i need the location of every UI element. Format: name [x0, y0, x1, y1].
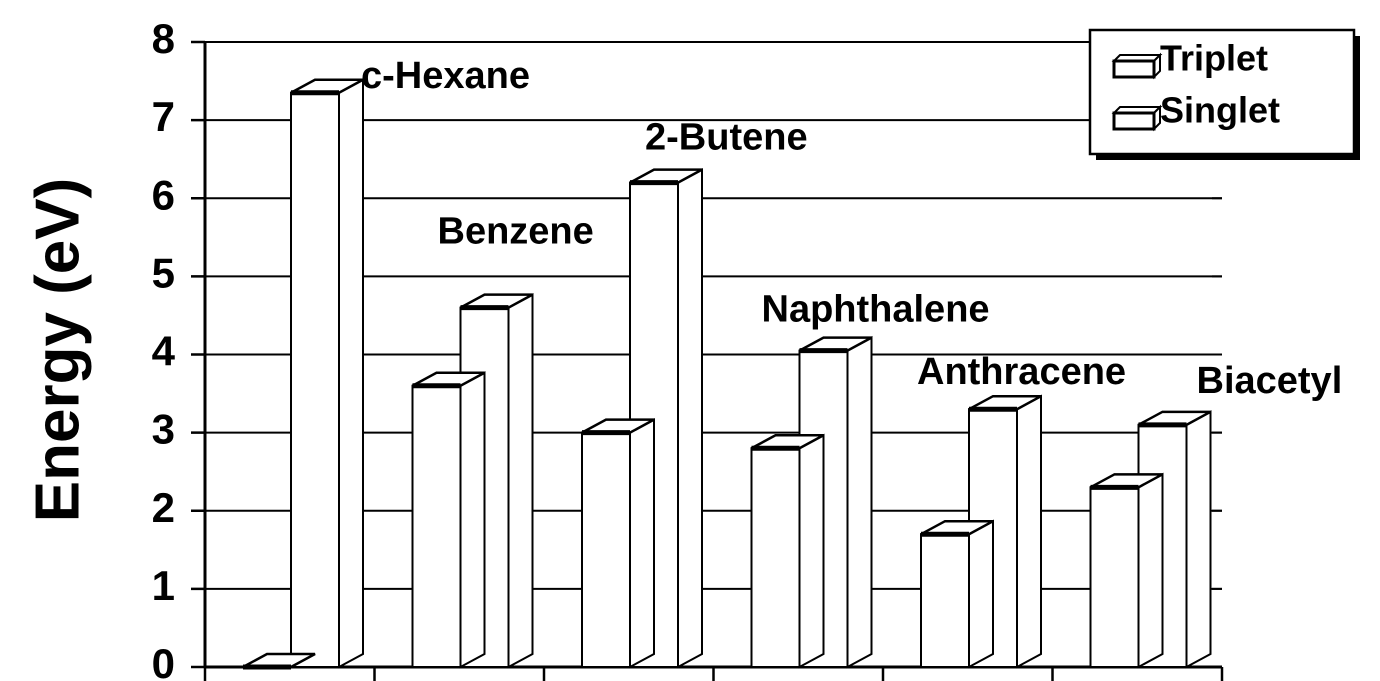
- legend-label: Singlet: [1160, 90, 1280, 131]
- y-tick-label: 6: [152, 171, 175, 218]
- bar: [1089, 486, 1140, 668]
- bar-3d: [411, 371, 486, 669]
- bar-side: [459, 371, 486, 669]
- bar-3d: [920, 519, 994, 669]
- bar: [290, 91, 340, 668]
- legend-swatch: [1112, 111, 1156, 131]
- bar-side: [507, 292, 534, 669]
- category-label: 2-Butene: [645, 117, 808, 159]
- bar-side: [1016, 394, 1042, 669]
- category-label: c-Hexane: [361, 55, 530, 97]
- bar: [411, 384, 462, 668]
- y-tick-label: 4: [152, 328, 176, 375]
- bar-side: [677, 167, 703, 669]
- legend-box: [1088, 28, 1356, 156]
- bar-side: [846, 335, 873, 669]
- bar-3d: [581, 417, 655, 669]
- bar-3d: [750, 433, 825, 669]
- bar-3d: [242, 652, 316, 670]
- bar: [920, 533, 970, 668]
- legend-label: Triplet: [1160, 38, 1268, 79]
- bar-3d: [1089, 472, 1164, 669]
- category-label: Biacetyl: [1197, 360, 1343, 402]
- bar-side: [1137, 472, 1164, 669]
- y-tick-label: 7: [152, 93, 175, 140]
- bar-side: [1185, 410, 1212, 669]
- bar-side: [629, 417, 655, 669]
- category-label: Naphthalene: [762, 289, 990, 331]
- category-label: Anthracene: [917, 351, 1126, 393]
- y-tick-label: 5: [152, 249, 175, 296]
- bar: [750, 447, 801, 668]
- y-tick-label: 0: [152, 640, 175, 681]
- category-label: Benzene: [438, 211, 594, 253]
- bar-3d: [290, 78, 364, 669]
- y-tick-label: 1: [152, 562, 175, 609]
- bar-side: [798, 433, 825, 669]
- y-tick-label: 8: [152, 15, 175, 62]
- y-tick-label: 2: [152, 484, 175, 531]
- y-axis-title: Energy (eV): [23, 178, 92, 523]
- legend-swatch: [1112, 59, 1156, 79]
- bar-side: [338, 78, 364, 669]
- bar: [581, 431, 631, 668]
- bar-side: [968, 519, 994, 669]
- y-tick-label: 3: [152, 406, 175, 453]
